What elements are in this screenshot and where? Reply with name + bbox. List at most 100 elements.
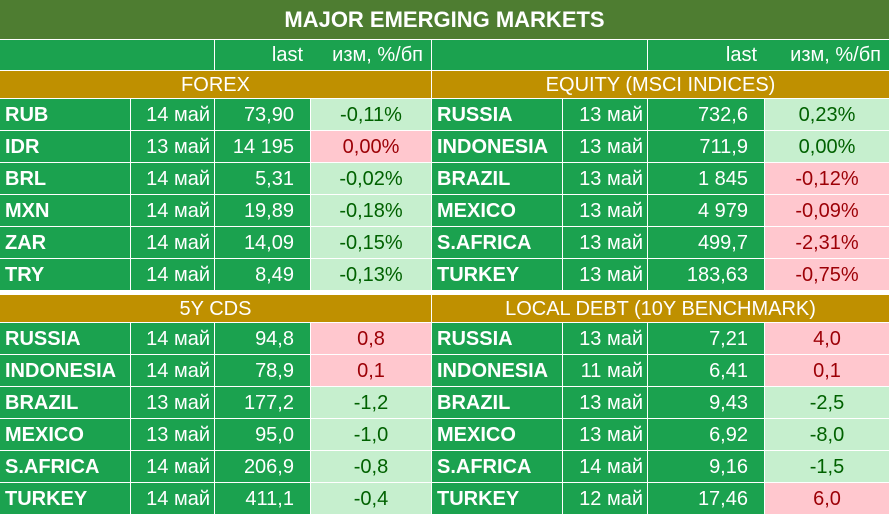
row-name: MXN	[0, 195, 130, 226]
row-last: 711,9	[648, 131, 764, 162]
row-change: -2,5	[765, 387, 889, 418]
row-date: 14 май	[131, 259, 214, 290]
row-change: 0,1	[311, 355, 431, 386]
row-name: INDONESIA	[0, 355, 130, 386]
row-last: 19,89	[215, 195, 310, 226]
row-date: 14 май	[131, 195, 214, 226]
row-change: -0,18%	[311, 195, 431, 226]
row-change: -0,8	[311, 451, 431, 482]
row-last: 78,9	[215, 355, 310, 386]
row-change: 4,0	[765, 323, 889, 354]
row-change: -0,02%	[311, 163, 431, 194]
row-last: 5,31	[215, 163, 310, 194]
row-last: 7,21	[648, 323, 764, 354]
section-title: FOREX	[0, 71, 431, 98]
row-name: IDR	[0, 131, 130, 162]
row-change: 0,8	[311, 323, 431, 354]
row-name: S.AFRICA	[432, 227, 562, 258]
row-name: TRY	[0, 259, 130, 290]
row-last: 14 195	[215, 131, 310, 162]
row-name: INDONESIA	[432, 131, 562, 162]
table-title: MAJOR EMERGING MARKETS	[0, 0, 889, 39]
row-change: -0,75%	[765, 259, 889, 290]
row-last: 206,9	[215, 451, 310, 482]
row-last: 1 845	[648, 163, 764, 194]
row-last: 95,0	[215, 419, 310, 450]
section-title: 5Y CDS	[0, 295, 431, 322]
row-date: 14 май	[131, 99, 214, 130]
row-change: 6,0	[765, 483, 889, 514]
row-last: 73,90	[215, 99, 310, 130]
row-last: 732,6	[648, 99, 764, 130]
row-date: 14 май	[131, 483, 214, 514]
row-change: -0,09%	[765, 195, 889, 226]
row-last: 177,2	[215, 387, 310, 418]
row-change: -1,5	[765, 451, 889, 482]
row-change: -1,0	[311, 419, 431, 450]
row-change: -8,0	[765, 419, 889, 450]
row-name: RUB	[0, 99, 130, 130]
row-name: TURKEY	[432, 259, 562, 290]
header-blank-left	[0, 40, 214, 70]
row-last: 9,43	[648, 387, 764, 418]
row-name: TURKEY	[432, 483, 562, 514]
row-date: 13 май	[563, 387, 647, 418]
row-date: 14 май	[131, 355, 214, 386]
row-last: 8,49	[215, 259, 310, 290]
row-date: 13 май	[563, 163, 647, 194]
row-change: 0,00%	[765, 131, 889, 162]
row-change: -1,2	[311, 387, 431, 418]
row-name: BRL	[0, 163, 130, 194]
row-date: 13 май	[563, 227, 647, 258]
header-blank-right	[432, 40, 647, 70]
row-change: -0,4	[311, 483, 431, 514]
row-date: 14 май	[131, 451, 214, 482]
row-date: 13 май	[563, 195, 647, 226]
row-last: 9,16	[648, 451, 764, 482]
row-date: 14 май	[563, 451, 647, 482]
row-name: RUSSIA	[432, 323, 562, 354]
row-name: TURKEY	[0, 483, 130, 514]
row-name: RUSSIA	[432, 99, 562, 130]
header-change-right: изм, %/бп	[765, 40, 889, 70]
row-name: INDONESIA	[432, 355, 562, 386]
row-date: 13 май	[563, 323, 647, 354]
row-name: MEXICO	[0, 419, 130, 450]
row-date: 14 май	[131, 323, 214, 354]
row-date: 13 май	[131, 419, 214, 450]
row-name: S.AFRICA	[0, 451, 130, 482]
row-last: 411,1	[215, 483, 310, 514]
row-last: 94,8	[215, 323, 310, 354]
row-last: 4 979	[648, 195, 764, 226]
header-last-right: last	[648, 40, 765, 70]
row-change: 0,00%	[311, 131, 431, 162]
row-name: RUSSIA	[0, 323, 130, 354]
row-name: MEXICO	[432, 195, 562, 226]
row-date: 11 май	[563, 355, 647, 386]
row-date: 13 май	[563, 99, 647, 130]
row-name: BRAZIL	[432, 163, 562, 194]
row-change: -0,11%	[311, 99, 431, 130]
row-name: MEXICO	[432, 419, 562, 450]
row-change: -0,13%	[311, 259, 431, 290]
row-last: 6,92	[648, 419, 764, 450]
row-name: S.AFRICA	[432, 451, 562, 482]
section-title: EQUITY (MSCI INDICES)	[432, 71, 889, 98]
row-change: 0,23%	[765, 99, 889, 130]
row-date: 12 май	[563, 483, 647, 514]
header-last-left: last	[215, 40, 311, 70]
row-change: 0,1	[765, 355, 889, 386]
row-date: 13 май	[131, 387, 214, 418]
section-title: LOCAL DEBT (10Y BENCHMARK)	[432, 295, 889, 322]
row-last: 6,41	[648, 355, 764, 386]
row-last: 17,46	[648, 483, 764, 514]
row-name: ZAR	[0, 227, 130, 258]
row-last: 499,7	[648, 227, 764, 258]
row-date: 14 май	[131, 227, 214, 258]
header-change-left: изм, %/бп	[311, 40, 431, 70]
row-date: 14 май	[131, 163, 214, 194]
row-date: 13 май	[563, 419, 647, 450]
row-name: BRAZIL	[432, 387, 562, 418]
row-date: 13 май	[131, 131, 214, 162]
